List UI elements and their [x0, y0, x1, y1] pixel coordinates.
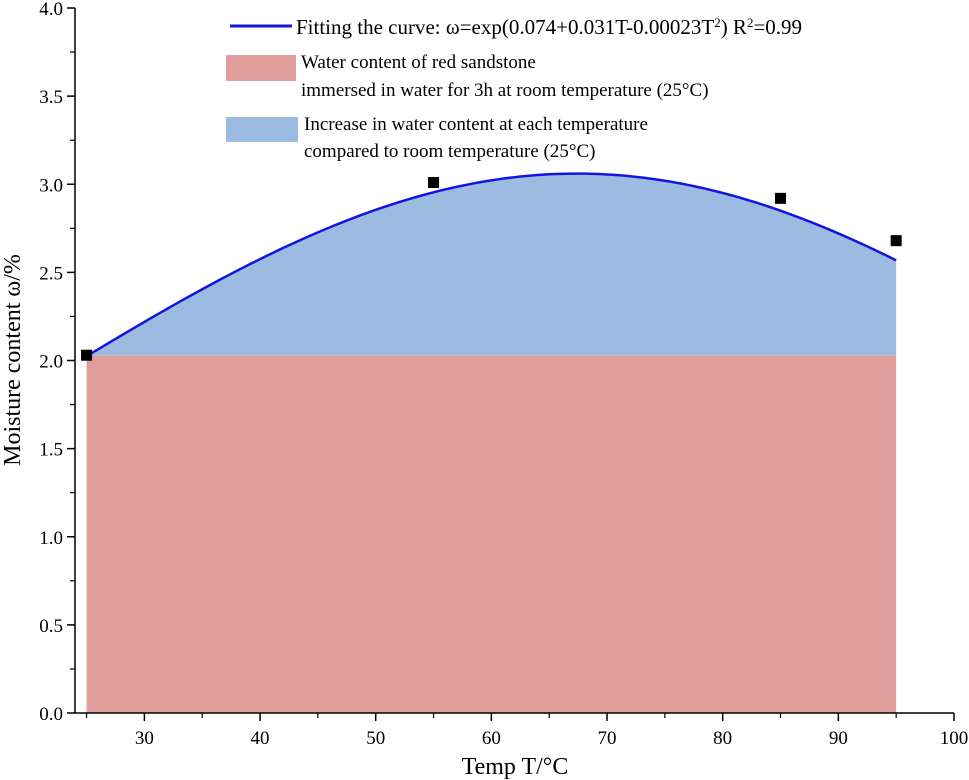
y-tick-label: 0.0 — [39, 704, 63, 725]
legend-base-swatch — [226, 55, 296, 81]
x-tick-label: 50 — [366, 728, 385, 749]
data-point — [890, 235, 902, 247]
legend-base-label-line1: Water content of red sandstone — [301, 52, 536, 73]
y-tick-label: 1.5 — [39, 440, 63, 461]
y-tick-label: 4.0 — [39, 0, 63, 20]
x-tick-label: 70 — [598, 728, 617, 749]
y-tick-label: 2.0 — [39, 352, 63, 373]
x-tick-label: 100 — [940, 728, 969, 749]
legend: Fitting the curve: ω=exp(0.074+0.031T-0.… — [226, 15, 802, 162]
fit-curve-line — [85, 172, 897, 358]
x-tick-label: 90 — [829, 728, 848, 749]
data-point — [81, 349, 93, 361]
x-tick-label: 30 — [135, 728, 154, 749]
data-point — [775, 192, 787, 204]
increase-water-area — [86, 173, 897, 356]
y-tick-label: 1.0 — [39, 528, 63, 549]
x-tick-label: 80 — [713, 728, 732, 749]
legend-base-label-line2: immersed in water for 3h at room tempera… — [301, 80, 709, 101]
y-tick-label: 0.5 — [39, 616, 63, 637]
x-tick-label: 40 — [251, 728, 270, 749]
legend-increase-swatch — [226, 117, 298, 142]
x-axis-title: Temp T/°C — [462, 754, 569, 780]
x-tick-label: 60 — [482, 728, 501, 749]
y-tick-label: 3.0 — [39, 175, 63, 196]
y-tick-label: 2.5 — [39, 263, 63, 284]
y-tick-label: 3.5 — [39, 87, 63, 108]
data-point — [428, 176, 440, 188]
legend-increase-label-line2: compared to room temperature (25°C) — [304, 141, 595, 162]
legend-curve-label: Fitting the curve: ω=exp(0.074+0.031T-0.… — [296, 15, 802, 40]
legend-increase-label-line1: Increase in water content at each temper… — [304, 114, 648, 135]
base-water-area — [86, 355, 897, 713]
y-axis-title: Moisture content ω/% — [0, 254, 26, 466]
